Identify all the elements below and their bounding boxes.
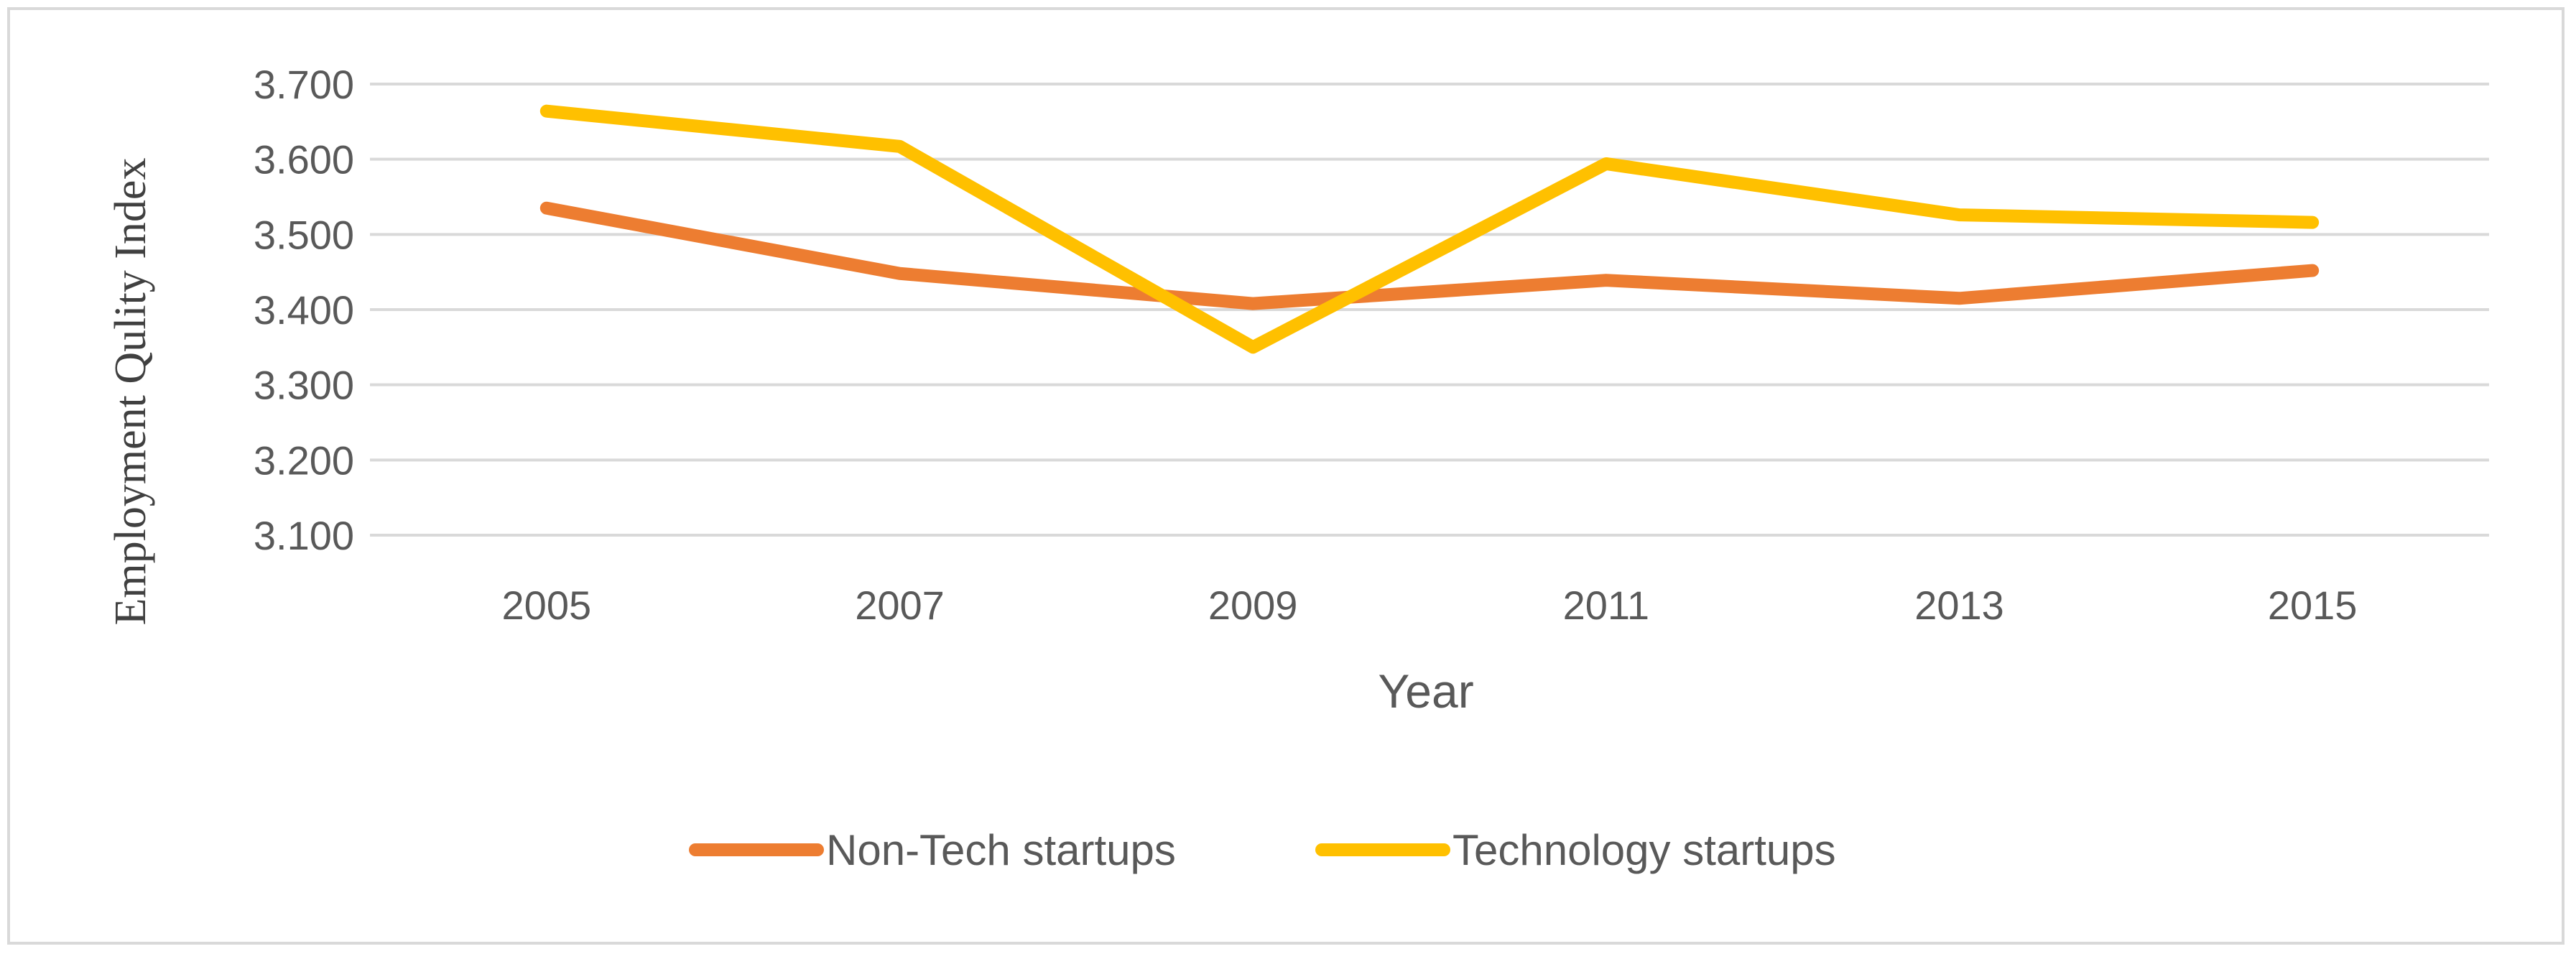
series-lines (539, 104, 2320, 354)
y-tick-label-1: 3.200 (254, 437, 354, 483)
y-tick-label-3: 3.400 (254, 287, 354, 333)
legend: Non-Tech startups Technology startups (689, 826, 1836, 874)
x-tick-labels: 2005 2007 2009 2011 2013 2015 (502, 583, 2358, 628)
x-tick-label-2005: 2005 (502, 583, 592, 628)
x-tick-label-2011: 2011 (1563, 583, 1649, 628)
y-tick-label-2: 3.300 (254, 363, 354, 408)
legend-label-technology: Technology startups (1453, 826, 1836, 874)
chart-frame (7, 7, 2565, 945)
legend-label-non-tech: Non-Tech startups (826, 826, 1176, 874)
y-tick-label-0: 3.100 (254, 513, 354, 558)
y-axis-title: Employment Qulity Index (106, 158, 155, 626)
x-tick-label-2009: 2009 (1208, 583, 1298, 628)
y-tick-label-4: 3.500 (254, 212, 354, 257)
y-tick-labels: 3.100 3.200 3.300 3.400 3.500 3.600 3.700 (254, 62, 354, 558)
y-tick-label-5: 3.600 (254, 137, 354, 182)
x-tick-label-2013: 2013 (1914, 583, 2004, 628)
series-line-0 (539, 201, 2320, 310)
x-axis-title: Year (1378, 664, 1473, 718)
y-tick-label-6: 3.700 (254, 62, 354, 107)
series-line-1 (539, 104, 2320, 354)
x-tick-label-2015: 2015 (2268, 583, 2358, 628)
x-tick-label-2007: 2007 (855, 583, 945, 628)
gridlines (370, 83, 2489, 537)
